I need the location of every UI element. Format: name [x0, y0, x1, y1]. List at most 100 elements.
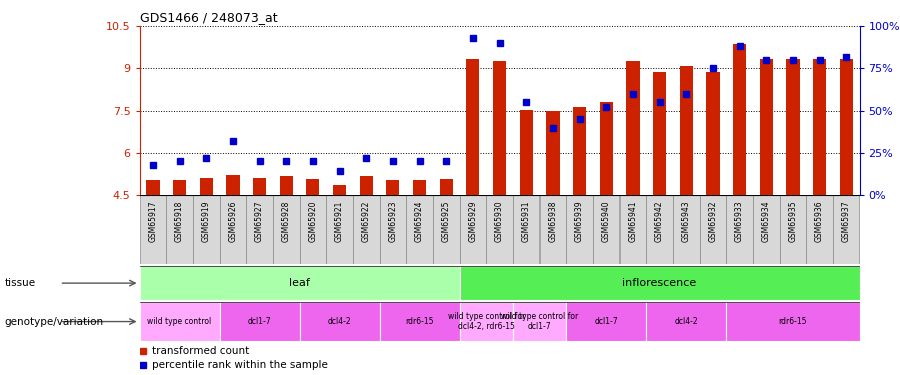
Bar — [433, 195, 460, 264]
Bar — [333, 185, 346, 195]
Bar — [673, 195, 699, 264]
Bar — [300, 195, 326, 264]
Bar — [493, 62, 506, 195]
Bar — [680, 66, 693, 195]
Bar — [726, 302, 860, 341]
Text: GSM65936: GSM65936 — [815, 201, 824, 242]
Bar — [306, 179, 319, 195]
Bar — [200, 178, 212, 195]
Text: GSM65931: GSM65931 — [522, 201, 531, 242]
Bar — [146, 180, 159, 195]
Bar — [220, 195, 247, 264]
Bar — [733, 44, 746, 195]
Text: GSM65927: GSM65927 — [255, 201, 264, 242]
Bar — [706, 72, 719, 195]
Bar — [599, 102, 613, 195]
Bar — [140, 302, 220, 341]
Bar — [787, 58, 799, 195]
Text: GSM65918: GSM65918 — [175, 201, 184, 242]
Text: GSM65933: GSM65933 — [735, 201, 744, 242]
Bar — [380, 195, 406, 264]
Bar — [460, 195, 486, 264]
Bar — [273, 195, 300, 264]
Bar — [566, 302, 646, 341]
Bar — [359, 176, 373, 195]
Text: GSM65922: GSM65922 — [362, 201, 371, 242]
Bar — [726, 195, 752, 264]
Text: dcl1-7: dcl1-7 — [594, 317, 618, 326]
Bar — [539, 195, 566, 264]
Bar — [752, 195, 779, 264]
Text: GSM65942: GSM65942 — [655, 201, 664, 242]
Bar — [193, 195, 220, 264]
Text: GDS1466 / 248073_at: GDS1466 / 248073_at — [140, 11, 277, 24]
Bar — [619, 195, 646, 264]
Bar — [140, 195, 166, 264]
Text: GSM65924: GSM65924 — [415, 201, 424, 242]
Text: GSM65937: GSM65937 — [842, 201, 850, 242]
Bar — [806, 195, 832, 264]
Text: GSM65932: GSM65932 — [708, 201, 717, 242]
Text: GSM65928: GSM65928 — [282, 201, 291, 242]
Text: GSM65925: GSM65925 — [442, 201, 451, 242]
Bar — [626, 62, 640, 195]
Text: tissue: tissue — [4, 278, 36, 288]
Bar — [646, 302, 726, 341]
Bar — [760, 58, 773, 195]
Text: GSM65919: GSM65919 — [202, 201, 211, 242]
Bar — [519, 110, 533, 195]
Text: percentile rank within the sample: percentile rank within the sample — [152, 360, 328, 370]
Bar — [566, 195, 593, 264]
Text: GSM65939: GSM65939 — [575, 201, 584, 242]
Text: transformed count: transformed count — [152, 346, 249, 356]
Text: inflorescence: inflorescence — [623, 278, 697, 288]
Bar — [486, 195, 513, 264]
Bar — [460, 302, 513, 341]
Text: GSM65943: GSM65943 — [681, 201, 690, 242]
Text: GSM65941: GSM65941 — [628, 201, 637, 242]
Text: dcl4-2: dcl4-2 — [328, 317, 351, 326]
Text: GSM65930: GSM65930 — [495, 201, 504, 242]
Bar — [779, 195, 806, 264]
Bar — [280, 176, 292, 195]
Bar — [247, 195, 273, 264]
Bar — [593, 195, 619, 264]
Text: GSM65926: GSM65926 — [229, 201, 238, 242]
Text: GSM65929: GSM65929 — [468, 201, 477, 242]
Bar — [646, 195, 673, 264]
Text: dcl4-2: dcl4-2 — [674, 317, 698, 326]
Bar — [546, 111, 560, 195]
Text: wild type control for
dcl4-2, rdr6-15: wild type control for dcl4-2, rdr6-15 — [447, 312, 525, 331]
Bar — [513, 302, 566, 341]
Bar — [699, 195, 726, 264]
Bar — [380, 302, 460, 341]
Text: wild type control: wild type control — [148, 317, 211, 326]
Text: GSM65938: GSM65938 — [548, 201, 557, 242]
Bar — [413, 180, 427, 195]
Bar — [439, 179, 453, 195]
Bar — [832, 195, 859, 264]
Text: GSM65921: GSM65921 — [335, 201, 344, 242]
Bar — [253, 178, 266, 195]
Bar — [572, 107, 586, 195]
Bar — [220, 302, 300, 341]
Bar — [406, 195, 433, 264]
Text: GSM65920: GSM65920 — [309, 201, 318, 242]
Bar — [173, 180, 186, 195]
Bar — [386, 180, 400, 195]
Bar — [140, 266, 460, 300]
Text: GSM65940: GSM65940 — [602, 201, 611, 242]
Text: GSM65934: GSM65934 — [761, 201, 770, 242]
Bar — [300, 302, 380, 341]
Text: wild type control for
dcl1-7: wild type control for dcl1-7 — [501, 312, 578, 331]
Bar — [513, 195, 539, 264]
Bar — [226, 175, 239, 195]
Bar — [460, 266, 860, 300]
Text: genotype/variation: genotype/variation — [4, 316, 104, 327]
Text: GSM65923: GSM65923 — [388, 201, 397, 242]
Bar — [326, 195, 353, 264]
Text: rdr6-15: rdr6-15 — [405, 317, 434, 326]
Text: GSM65917: GSM65917 — [148, 201, 157, 242]
Bar — [166, 195, 193, 264]
Bar — [813, 58, 826, 195]
